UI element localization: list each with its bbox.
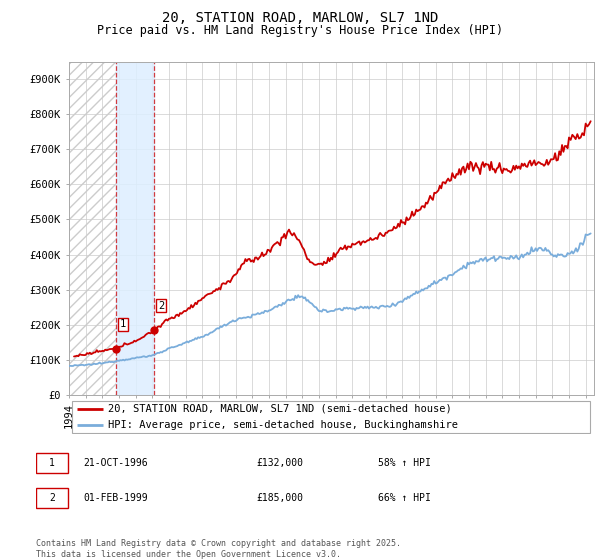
Text: 20, STATION ROAD, MARLOW, SL7 1ND (semi-detached house): 20, STATION ROAD, MARLOW, SL7 1ND (semi-… — [109, 404, 452, 414]
Text: HPI: Average price, semi-detached house, Buckinghamshire: HPI: Average price, semi-detached house,… — [109, 421, 458, 430]
Text: 66% ↑ HPI: 66% ↑ HPI — [378, 493, 431, 503]
Text: Price paid vs. HM Land Registry's House Price Index (HPI): Price paid vs. HM Land Registry's House … — [97, 24, 503, 37]
Text: 20, STATION ROAD, MARLOW, SL7 1ND: 20, STATION ROAD, MARLOW, SL7 1ND — [162, 11, 438, 25]
FancyBboxPatch shape — [36, 488, 68, 508]
FancyBboxPatch shape — [71, 400, 590, 433]
Text: 21-OCT-1996: 21-OCT-1996 — [83, 458, 148, 468]
FancyBboxPatch shape — [36, 453, 68, 473]
Text: 58% ↑ HPI: 58% ↑ HPI — [378, 458, 431, 468]
Bar — [116, 62, 154, 395]
Bar — [69, 62, 116, 395]
Text: £132,000: £132,000 — [257, 458, 304, 468]
Text: £185,000: £185,000 — [257, 493, 304, 503]
Text: 2: 2 — [49, 493, 55, 503]
Text: 1: 1 — [120, 319, 126, 329]
Text: Contains HM Land Registry data © Crown copyright and database right 2025.
This d: Contains HM Land Registry data © Crown c… — [36, 539, 401, 559]
Bar — [69, 62, 116, 395]
Text: 1: 1 — [49, 458, 55, 468]
Text: 2: 2 — [158, 301, 164, 311]
Text: 01-FEB-1999: 01-FEB-1999 — [83, 493, 148, 503]
